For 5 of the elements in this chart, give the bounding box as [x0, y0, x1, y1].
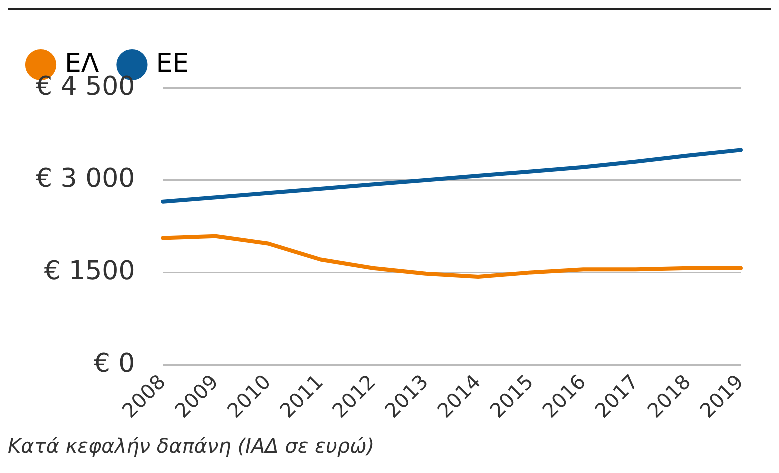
y-tick-label: € 3 000 — [36, 164, 136, 194]
x-axis-title: Κατά κεφαλήν δαπάνη (ΙΑΔ σε ευρώ) — [8, 434, 376, 458]
y-tick-label: € 1500 — [44, 256, 136, 286]
y-tick-label: € 0 — [94, 348, 136, 379]
legend-label: ΕΕ — [156, 48, 190, 79]
